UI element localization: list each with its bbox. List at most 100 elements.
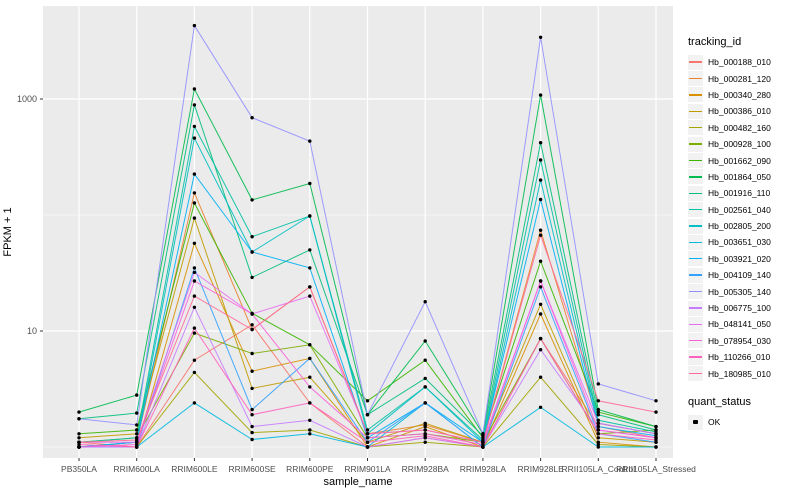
data-point[interactable] [250, 351, 254, 356]
data-point[interactable] [250, 430, 254, 435]
data-point[interactable] [596, 407, 600, 412]
data-point[interactable] [423, 385, 427, 389]
x-tick-label[interactable]: RRIM928LA [460, 464, 507, 474]
data-point[interactable] [481, 432, 485, 436]
data-point[interactable] [192, 370, 197, 375]
data-point[interactable] [192, 201, 197, 205]
data-point[interactable] [192, 23, 197, 28]
data-point[interactable] [192, 191, 197, 195]
data-point[interactable] [596, 399, 600, 403]
data-point[interactable] [77, 445, 81, 449]
data-point[interactable] [365, 413, 370, 417]
data-point[interactable] [654, 399, 658, 403]
data-point[interactable] [250, 424, 254, 429]
data-point[interactable] [596, 413, 600, 417]
legend-item-Hb_001864_050[interactable]: Hb_001864_050 [688, 169, 800, 185]
y-tick-label[interactable]: 1000 [17, 94, 37, 104]
data-point[interactable] [538, 405, 543, 409]
data-point[interactable] [250, 437, 254, 442]
data-point[interactable] [192, 241, 197, 245]
x-tick-label[interactable]: PB350LA [61, 464, 97, 474]
data-point[interactable] [423, 440, 427, 444]
data-point[interactable] [365, 399, 370, 403]
data-point[interactable] [596, 428, 600, 432]
data-point[interactable] [135, 411, 139, 415]
data-point[interactable] [423, 428, 427, 432]
data-point[interactable] [77, 417, 81, 421]
data-point[interactable] [250, 323, 254, 327]
data-point[interactable] [538, 336, 543, 341]
data-point[interactable] [308, 285, 312, 289]
legend-item-Hb_180985_010[interactable]: Hb_180985_010 [688, 365, 800, 382]
data-point[interactable] [365, 436, 370, 440]
data-point[interactable] [192, 216, 197, 220]
data-point[interactable] [308, 375, 312, 379]
legend-item-Hb_048141_050[interactable]: Hb_048141_050 [688, 316, 800, 332]
data-point[interactable] [308, 401, 312, 405]
data-point[interactable] [250, 413, 254, 417]
legend-item-Hb_003651_030[interactable]: Hb_003651_030 [688, 234, 800, 250]
legend-item-Hb_002805_200[interactable]: Hb_002805_200 [688, 218, 800, 234]
x-tick-label[interactable]: RRII105LA_Control [561, 464, 635, 474]
data-point[interactable] [250, 327, 254, 332]
legend-item-Hb_000281_120[interactable]: Hb_000281_120 [688, 70, 800, 87]
data-point[interactable] [423, 376, 427, 381]
data-point[interactable] [365, 432, 370, 436]
data-point[interactable] [192, 401, 197, 405]
data-point[interactable] [192, 270, 197, 275]
data-point[interactable] [365, 440, 370, 444]
data-point[interactable] [423, 434, 427, 438]
data-point[interactable] [423, 401, 427, 405]
data-point[interactable] [596, 432, 600, 436]
data-point[interactable] [135, 445, 139, 449]
data-point[interactable] [596, 436, 600, 440]
legend-item-Hb_000928_100[interactable]: Hb_000928_100 [688, 136, 800, 152]
data-point[interactable] [250, 312, 254, 316]
legend-item-Hb_110266_010[interactable]: Hb_110266_010 [688, 349, 800, 365]
data-point[interactable] [538, 375, 543, 379]
legend-item-Hb_004109_140[interactable]: Hb_004109_140 [688, 267, 800, 283]
data-point[interactable] [308, 428, 312, 432]
data-point[interactable] [481, 445, 485, 449]
data-point[interactable] [538, 302, 543, 306]
data-point[interactable] [308, 356, 312, 361]
x-tick-label[interactable]: RRIM928BA [402, 464, 450, 474]
data-point[interactable] [192, 266, 197, 270]
data-point[interactable] [365, 445, 370, 449]
data-point[interactable] [192, 326, 197, 330]
data-point[interactable] [308, 266, 312, 270]
data-point[interactable] [77, 436, 81, 440]
data-point[interactable] [308, 214, 312, 218]
data-point[interactable] [654, 445, 658, 449]
data-point[interactable] [192, 172, 197, 176]
legend-item-Hb_000386_010[interactable]: Hb_000386_010 [688, 103, 800, 119]
data-point[interactable] [250, 275, 254, 280]
data-point[interactable] [423, 421, 427, 425]
data-point[interactable] [250, 116, 254, 120]
data-point[interactable] [423, 300, 427, 304]
x-tick-label[interactable]: RRIM600PE [286, 464, 334, 474]
legend-item-Hb_001916_110[interactable]: Hb_001916_110 [688, 185, 800, 201]
legend-item-Hb_001662_090[interactable]: Hb_001662_090 [688, 152, 800, 169]
data-point[interactable] [538, 178, 543, 182]
data-point[interactable] [308, 294, 312, 298]
data-point[interactable] [538, 312, 543, 316]
legend-item-quant-ok[interactable]: OK [688, 414, 800, 430]
data-point[interactable] [135, 428, 139, 432]
data-point[interactable] [654, 432, 658, 436]
data-point[interactable] [538, 93, 543, 97]
data-point[interactable] [538, 348, 543, 352]
data-point[interactable] [596, 442, 600, 447]
data-point[interactable] [596, 421, 600, 425]
data-point[interactable] [135, 438, 139, 442]
data-point[interactable] [538, 158, 543, 162]
data-point[interactable] [192, 124, 197, 129]
data-point[interactable] [135, 423, 139, 427]
legend-item-Hb_006775_100[interactable]: Hb_006775_100 [688, 300, 800, 316]
data-point[interactable] [308, 139, 312, 143]
legend-item-Hb_003921_020[interactable]: Hb_003921_020 [688, 251, 800, 267]
data-point[interactable] [423, 339, 427, 343]
data-point[interactable] [135, 393, 139, 397]
data-point[interactable] [538, 233, 543, 237]
data-point[interactable] [481, 440, 485, 444]
